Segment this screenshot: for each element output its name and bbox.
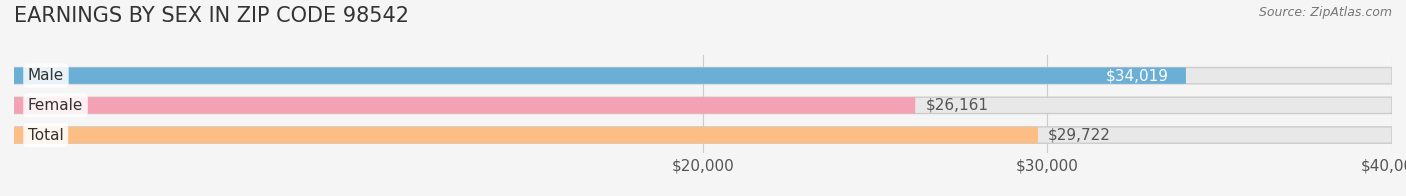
Text: Female: Female bbox=[28, 98, 83, 113]
FancyBboxPatch shape bbox=[14, 127, 1038, 143]
FancyBboxPatch shape bbox=[14, 127, 1392, 143]
Text: Source: ZipAtlas.com: Source: ZipAtlas.com bbox=[1258, 6, 1392, 19]
FancyBboxPatch shape bbox=[14, 97, 1392, 113]
FancyBboxPatch shape bbox=[14, 97, 915, 113]
FancyBboxPatch shape bbox=[14, 67, 1185, 84]
Text: Male: Male bbox=[28, 68, 65, 83]
FancyBboxPatch shape bbox=[14, 67, 1392, 84]
Text: $34,019: $34,019 bbox=[1105, 68, 1168, 83]
Text: $29,722: $29,722 bbox=[1049, 128, 1111, 142]
Text: Total: Total bbox=[28, 128, 63, 142]
Text: EARNINGS BY SEX IN ZIP CODE 98542: EARNINGS BY SEX IN ZIP CODE 98542 bbox=[14, 6, 409, 26]
Text: $26,161: $26,161 bbox=[925, 98, 988, 113]
